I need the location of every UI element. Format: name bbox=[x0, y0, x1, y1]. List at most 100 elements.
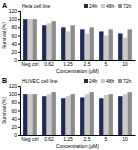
bar bbox=[80, 29, 84, 60]
y-tick: 20 bbox=[11, 49, 20, 55]
plot-area: 020406080100120Neg ctrl0.621.252.5510 bbox=[9, 8, 136, 66]
legend-label: 72h bbox=[123, 3, 132, 9]
x-tick-label: 5 bbox=[105, 61, 108, 67]
legend-item: 72h bbox=[118, 78, 132, 84]
legend-label: 48h bbox=[106, 3, 115, 9]
y-tick-mark bbox=[18, 102, 20, 103]
bar bbox=[66, 96, 70, 135]
x-axis: Neg ctrl 0.62 1.25 2.5 5 10 bbox=[21, 135, 136, 142]
panel: 020406080100120Neg ctrl0.621.252.5510Con… bbox=[1, 2, 136, 74]
bar bbox=[23, 19, 27, 60]
x-tick-label: 1.25 bbox=[63, 136, 73, 142]
bar bbox=[51, 92, 55, 135]
y-axis-title: Survival (%) bbox=[1, 97, 7, 124]
legend-label: 72h bbox=[123, 78, 132, 84]
y-tick-mark bbox=[18, 36, 20, 37]
x-tick: 0.62 bbox=[44, 60, 54, 67]
x-tick-label: 10 bbox=[122, 61, 128, 67]
bar bbox=[70, 25, 74, 60]
y-tick-label: 40 bbox=[11, 116, 17, 122]
legend-item: 72h bbox=[118, 3, 132, 9]
y-tick: 40 bbox=[11, 116, 20, 122]
x-tick-label: 5 bbox=[105, 136, 108, 142]
x-tick: 1.25 bbox=[63, 60, 73, 67]
bar bbox=[61, 27, 65, 60]
legend-swatch bbox=[101, 79, 105, 83]
x-tick: 10 bbox=[122, 60, 128, 67]
y-tick: 100 bbox=[9, 16, 20, 22]
bar bbox=[42, 96, 46, 135]
y-tick-label: 100 bbox=[9, 91, 18, 97]
title: Hela cell line bbox=[22, 3, 51, 9]
y-axis-title: Survival (%) bbox=[1, 22, 7, 49]
bar bbox=[80, 97, 84, 135]
bar bbox=[28, 19, 32, 60]
y-tick-label: 60 bbox=[11, 33, 17, 39]
y-tick-mark bbox=[18, 86, 20, 87]
bar bbox=[85, 33, 89, 60]
bar bbox=[66, 31, 70, 60]
bar bbox=[104, 36, 108, 61]
y-tick-label: 120 bbox=[9, 8, 18, 14]
bar bbox=[118, 33, 122, 60]
x-tick-label: Neg ctrl bbox=[21, 136, 38, 142]
bars bbox=[23, 19, 132, 60]
legend-item: 48h bbox=[101, 3, 115, 9]
x-axis-title: Concentration (μM) bbox=[56, 68, 99, 74]
plot-area: 0 20 40 60 80 100 120 Neg ctrl 0.62 1.25 2.5 5 10 bbox=[9, 83, 136, 141]
bar bbox=[123, 38, 127, 60]
y-tick: 0 bbox=[14, 57, 20, 63]
legend-item: 24h bbox=[84, 78, 98, 84]
bar bbox=[32, 19, 36, 60]
panel-label: B bbox=[2, 77, 7, 84]
y-tick-label: 60 bbox=[11, 108, 17, 114]
bar bbox=[51, 21, 55, 60]
y-tick-mark bbox=[18, 127, 20, 128]
bar bbox=[47, 23, 51, 60]
figure: 020406080100120Neg ctrl0.621.252.5510Con… bbox=[0, 0, 138, 150]
y-axis-line bbox=[18, 87, 21, 136]
x-tick: 2.5 bbox=[84, 60, 91, 67]
y-tick: 0 bbox=[14, 132, 20, 138]
y-tick-mark bbox=[18, 119, 20, 120]
legend-item: 24h bbox=[84, 3, 98, 9]
bar bbox=[108, 94, 112, 135]
x-axis-title: Concentration (μM) bbox=[56, 143, 99, 149]
y-tick-mark bbox=[18, 94, 20, 95]
bar bbox=[104, 95, 108, 135]
x-tick: Neg ctrl bbox=[21, 135, 38, 142]
x-tick-label: 0.62 bbox=[44, 136, 54, 142]
y-tick-label: 40 bbox=[11, 41, 17, 47]
bar bbox=[61, 98, 65, 135]
bar bbox=[85, 94, 89, 135]
panel: 0 20 40 60 80 100 120 Neg ctrl 0.62 1.25 2.5 5 10 Con… bbox=[1, 77, 136, 149]
y-tick-label: 80 bbox=[11, 99, 17, 105]
x-tick: 2.5 bbox=[84, 135, 91, 142]
x-tick: 0.62 bbox=[44, 135, 54, 142]
y-tick-mark bbox=[18, 44, 20, 45]
y-tick: 20 bbox=[11, 124, 20, 130]
y-tick-mark bbox=[18, 52, 20, 53]
y-tick-label: 120 bbox=[9, 83, 18, 89]
bar bbox=[123, 94, 127, 135]
bar bbox=[42, 25, 46, 60]
bar bbox=[127, 92, 131, 135]
y-tick-mark bbox=[18, 135, 20, 136]
y-tick-label: 0 bbox=[14, 57, 17, 63]
y-tick-label: 100 bbox=[9, 16, 18, 22]
y-axis-line bbox=[18, 12, 21, 61]
legend-swatch bbox=[118, 4, 122, 8]
x-tick-label: 0.62 bbox=[44, 61, 54, 67]
y-tick: 100 bbox=[9, 91, 20, 97]
y-tick: 80 bbox=[11, 24, 20, 30]
x-tick: 5 bbox=[105, 60, 108, 67]
x-tick-label: 10 bbox=[122, 136, 128, 142]
y-tick-label: 20 bbox=[11, 49, 17, 55]
bar bbox=[99, 98, 103, 135]
y-tick: 120 bbox=[9, 8, 20, 14]
y-tick-label: 20 bbox=[11, 124, 17, 130]
y-axis: 0 20 40 60 80 100 120 bbox=[9, 83, 21, 138]
y-tick-mark bbox=[18, 19, 20, 20]
y-axis: 0 20 40 60 80 100 120 bbox=[9, 8, 21, 63]
panel-label: A bbox=[2, 2, 7, 9]
